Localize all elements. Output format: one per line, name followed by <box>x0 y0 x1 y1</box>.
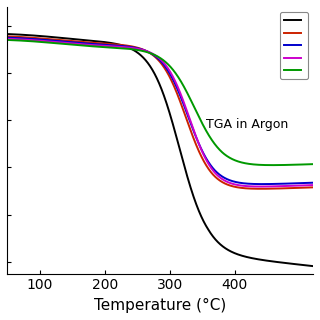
X-axis label: Temperature (°C): Temperature (°C) <box>94 298 226 313</box>
Legend: , , , , : , , , , <box>280 12 308 79</box>
Text: TGA in Argon: TGA in Argon <box>205 118 288 132</box>
